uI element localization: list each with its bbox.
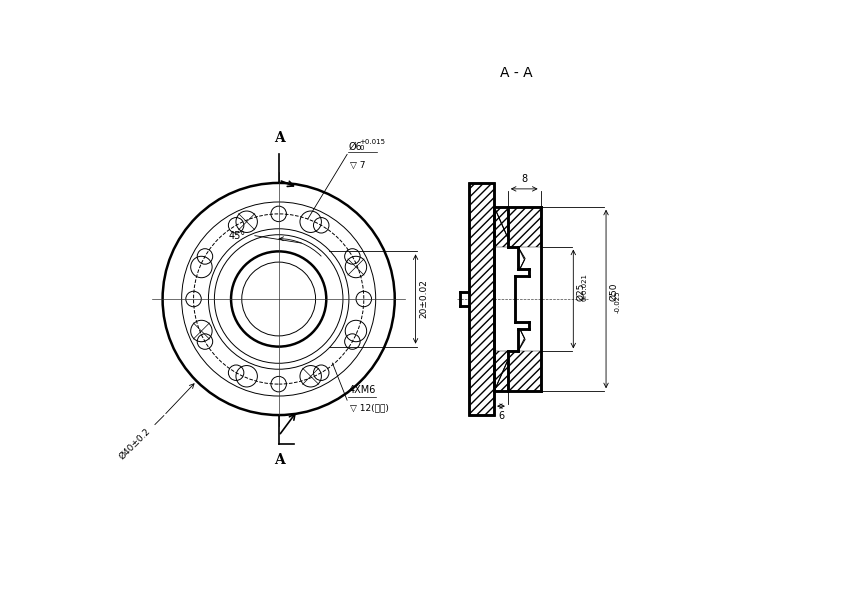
Text: 45°: 45° <box>229 231 246 240</box>
Text: Ø50: Ø50 <box>609 283 618 301</box>
Text: 6: 6 <box>498 411 504 421</box>
Text: 8: 8 <box>521 174 527 184</box>
Text: -0.025: -0.025 <box>615 291 621 313</box>
Polygon shape <box>469 183 494 415</box>
Text: A: A <box>274 453 285 466</box>
Text: +0.015: +0.015 <box>360 139 385 145</box>
Polygon shape <box>508 207 541 246</box>
Polygon shape <box>508 352 541 391</box>
Text: A - A: A - A <box>500 66 533 80</box>
Text: Ø6: Ø6 <box>348 141 362 151</box>
Text: 0: 0 <box>360 145 364 151</box>
Text: 4XM6: 4XM6 <box>348 386 376 395</box>
Text: 20±0.02: 20±0.02 <box>419 279 429 319</box>
Text: Ø25: Ø25 <box>576 283 585 301</box>
Text: A: A <box>274 132 285 145</box>
Polygon shape <box>494 352 508 391</box>
Text: Ø40±0.2: Ø40±0.2 <box>117 426 152 461</box>
Text: 0: 0 <box>582 297 588 301</box>
Text: ▽ 12(螺纹): ▽ 12(螺纹) <box>350 404 389 413</box>
Polygon shape <box>494 207 508 246</box>
Text: ▽ 7: ▽ 7 <box>350 160 366 169</box>
Text: +0.021: +0.021 <box>582 273 588 299</box>
